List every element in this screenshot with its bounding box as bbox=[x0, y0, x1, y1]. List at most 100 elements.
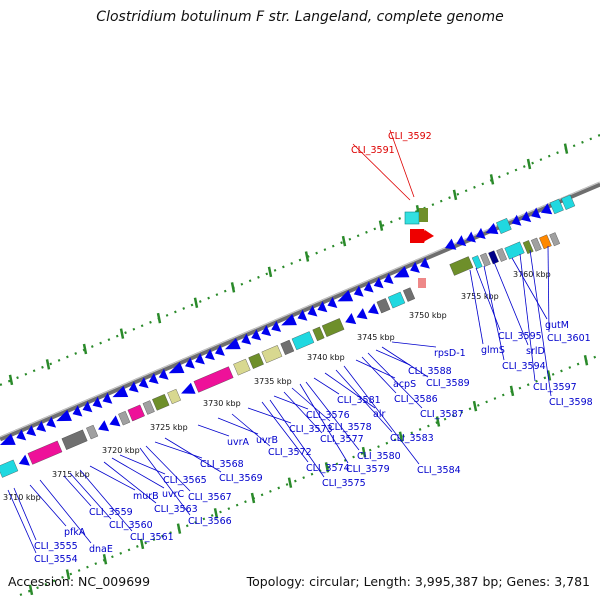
gene-feature[interactable] bbox=[183, 357, 195, 372]
gene-feature[interactable] bbox=[269, 320, 282, 335]
gene-feature[interactable] bbox=[152, 394, 170, 411]
gene-feature[interactable] bbox=[539, 234, 552, 250]
gene-arrow[interactable] bbox=[464, 231, 476, 246]
gene-label[interactable]: CLI_3563 bbox=[154, 504, 198, 515]
gene-arrow[interactable] bbox=[343, 313, 357, 328]
gene-feature[interactable] bbox=[291, 331, 315, 351]
gene-box[interactable] bbox=[248, 353, 264, 369]
gene-arrow[interactable] bbox=[156, 368, 169, 383]
gene-label[interactable]: pfkA bbox=[64, 527, 86, 538]
gene-label[interactable]: CLI_3594 bbox=[502, 361, 546, 372]
gene-label[interactable]: CLI_3589 bbox=[426, 378, 470, 389]
gene-feature[interactable] bbox=[471, 255, 483, 270]
gene-arrow[interactable] bbox=[44, 416, 57, 431]
gene-feature[interactable] bbox=[443, 238, 457, 254]
gene-box[interactable] bbox=[480, 252, 491, 267]
gene-label[interactable]: CLI_3575 bbox=[322, 478, 366, 489]
gene-feature[interactable] bbox=[365, 303, 379, 318]
gene-arrow[interactable] bbox=[96, 420, 110, 435]
gene-arrow[interactable] bbox=[474, 227, 486, 242]
gene-cli-3592-red[interactable] bbox=[425, 230, 434, 241]
gene-feature[interactable] bbox=[335, 290, 354, 307]
gene-feature[interactable] bbox=[387, 291, 406, 309]
gene-feature[interactable] bbox=[549, 232, 561, 247]
gene-feature[interactable] bbox=[136, 377, 149, 391]
gene-box[interactable] bbox=[561, 194, 576, 210]
gene-box[interactable] bbox=[86, 424, 99, 440]
gene-label[interactable]: CLI_3559 bbox=[89, 507, 133, 518]
gene-feature[interactable] bbox=[343, 313, 357, 328]
gene-box[interactable] bbox=[504, 241, 525, 260]
gene-feature[interactable] bbox=[312, 326, 325, 342]
gene-arrow[interactable] bbox=[483, 223, 499, 238]
gene-box[interactable] bbox=[261, 345, 283, 364]
gene-feature[interactable] bbox=[376, 298, 391, 314]
gene-feature[interactable] bbox=[483, 223, 499, 238]
gene-feature[interactable] bbox=[193, 353, 205, 367]
gene-feature[interactable] bbox=[504, 241, 525, 260]
gene-feature[interactable] bbox=[403, 287, 416, 302]
gene-feature[interactable] bbox=[371, 277, 384, 291]
gene-arrow[interactable] bbox=[443, 238, 457, 254]
gene-cli-3591-box[interactable] bbox=[404, 211, 420, 225]
gene-arrow[interactable] bbox=[305, 305, 318, 319]
gene-feature[interactable] bbox=[280, 339, 295, 355]
gene-feature[interactable] bbox=[167, 388, 181, 405]
gene-arrow[interactable] bbox=[107, 415, 121, 430]
gene-feature[interactable] bbox=[239, 333, 252, 348]
gene-label[interactable]: CLI_3580 bbox=[357, 451, 401, 462]
gene-box[interactable] bbox=[233, 358, 251, 376]
gene-label[interactable]: CLI_3578 bbox=[328, 422, 372, 433]
gene-label[interactable]: uvrB bbox=[256, 435, 278, 446]
gene-arrow[interactable] bbox=[354, 308, 368, 323]
gene-box[interactable] bbox=[522, 240, 534, 254]
gene-box[interactable] bbox=[152, 394, 170, 411]
gene-feature[interactable] bbox=[86, 424, 99, 440]
gene-arrow[interactable] bbox=[351, 285, 364, 300]
gene-label[interactable]: uvrC bbox=[162, 489, 185, 500]
gene-arrow[interactable] bbox=[183, 357, 195, 372]
gene-label[interactable]: CLI_3576 bbox=[306, 410, 350, 421]
gene-cli-3591-red[interactable] bbox=[410, 229, 427, 243]
gene-box[interactable] bbox=[418, 278, 426, 288]
gene-arrow[interactable] bbox=[80, 401, 93, 415]
gene-box[interactable] bbox=[280, 339, 295, 355]
gene-arrow[interactable] bbox=[529, 207, 541, 222]
gene-feature[interactable] bbox=[223, 338, 241, 355]
gene-feature[interactable] bbox=[193, 366, 234, 393]
gene-arrow[interactable] bbox=[54, 409, 72, 427]
gene-label[interactable]: CLI_3597 bbox=[533, 382, 577, 393]
gene-label[interactable]: CLI_3581 bbox=[337, 395, 381, 406]
gene-feature[interactable] bbox=[391, 266, 410, 283]
gene-box[interactable] bbox=[142, 400, 155, 415]
gene-feature[interactable] bbox=[70, 405, 83, 419]
gene-label[interactable]: CLI_3567 bbox=[188, 492, 232, 503]
gene-arrow[interactable] bbox=[249, 329, 262, 343]
gene-feature[interactable] bbox=[381, 272, 394, 287]
gene-box[interactable] bbox=[496, 248, 508, 262]
gene-box[interactable] bbox=[167, 388, 181, 405]
gene-arrow[interactable] bbox=[24, 425, 37, 439]
gene-feature[interactable] bbox=[261, 345, 283, 364]
gene-arrow[interactable] bbox=[315, 301, 328, 315]
gene-box[interactable] bbox=[376, 298, 391, 314]
gene-feature[interactable] bbox=[449, 256, 474, 276]
gene-arrow[interactable] bbox=[408, 261, 420, 276]
gene-feature[interactable] bbox=[561, 194, 576, 210]
gene-box[interactable] bbox=[449, 256, 474, 276]
gene-feature[interactable] bbox=[529, 207, 541, 222]
gene-box[interactable] bbox=[312, 326, 325, 342]
gene-box[interactable] bbox=[321, 318, 345, 337]
gene-feature[interactable] bbox=[279, 314, 297, 331]
gene-label[interactable]: CLI_3595 bbox=[498, 331, 542, 342]
gene-arrow[interactable] bbox=[213, 344, 225, 359]
gene-arrow[interactable] bbox=[381, 272, 394, 287]
gene-feature[interactable] bbox=[118, 410, 131, 426]
gene-label[interactable]: CLI_3579 bbox=[346, 464, 390, 475]
gene-arrow[interactable] bbox=[90, 396, 103, 411]
gene-label[interactable]: CLI_3577 bbox=[320, 434, 364, 445]
gene-label[interactable]: uvrA bbox=[227, 437, 250, 448]
gene-feature[interactable] bbox=[474, 227, 486, 242]
gene-feature[interactable] bbox=[100, 392, 113, 407]
